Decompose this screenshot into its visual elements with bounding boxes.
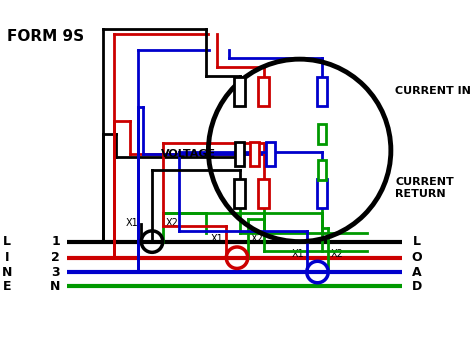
Text: VOLTAGE: VOLTAGE <box>161 149 217 159</box>
Text: L: L <box>3 235 11 248</box>
Text: X1: X1 <box>292 249 304 258</box>
Text: I: I <box>5 251 9 264</box>
Bar <box>258 77 269 106</box>
Bar <box>235 142 244 166</box>
Text: X2: X2 <box>165 218 178 228</box>
Text: N: N <box>2 266 12 279</box>
Bar <box>234 179 245 208</box>
Text: D: D <box>412 280 422 293</box>
Bar <box>265 142 274 166</box>
Bar <box>318 160 327 180</box>
Text: 3: 3 <box>51 266 60 279</box>
Bar <box>318 124 327 144</box>
Text: A: A <box>412 266 421 279</box>
Text: E: E <box>3 280 11 293</box>
Text: CURRENT IN: CURRENT IN <box>395 86 471 97</box>
Bar <box>317 77 328 106</box>
Text: 2: 2 <box>51 251 60 264</box>
Bar <box>234 77 245 106</box>
Text: X2: X2 <box>250 234 264 244</box>
Bar <box>317 179 328 208</box>
Text: 1: 1 <box>51 235 60 248</box>
Text: CURRENT
RETURN: CURRENT RETURN <box>395 177 454 199</box>
Text: FORM 9S: FORM 9S <box>7 29 84 44</box>
Text: L: L <box>413 235 421 248</box>
Bar <box>258 179 269 208</box>
Text: N: N <box>50 280 61 293</box>
Text: O: O <box>411 251 422 264</box>
Text: X1: X1 <box>211 234 224 244</box>
Text: X2: X2 <box>331 249 344 258</box>
Bar <box>250 142 259 166</box>
Text: X1: X1 <box>126 218 138 228</box>
